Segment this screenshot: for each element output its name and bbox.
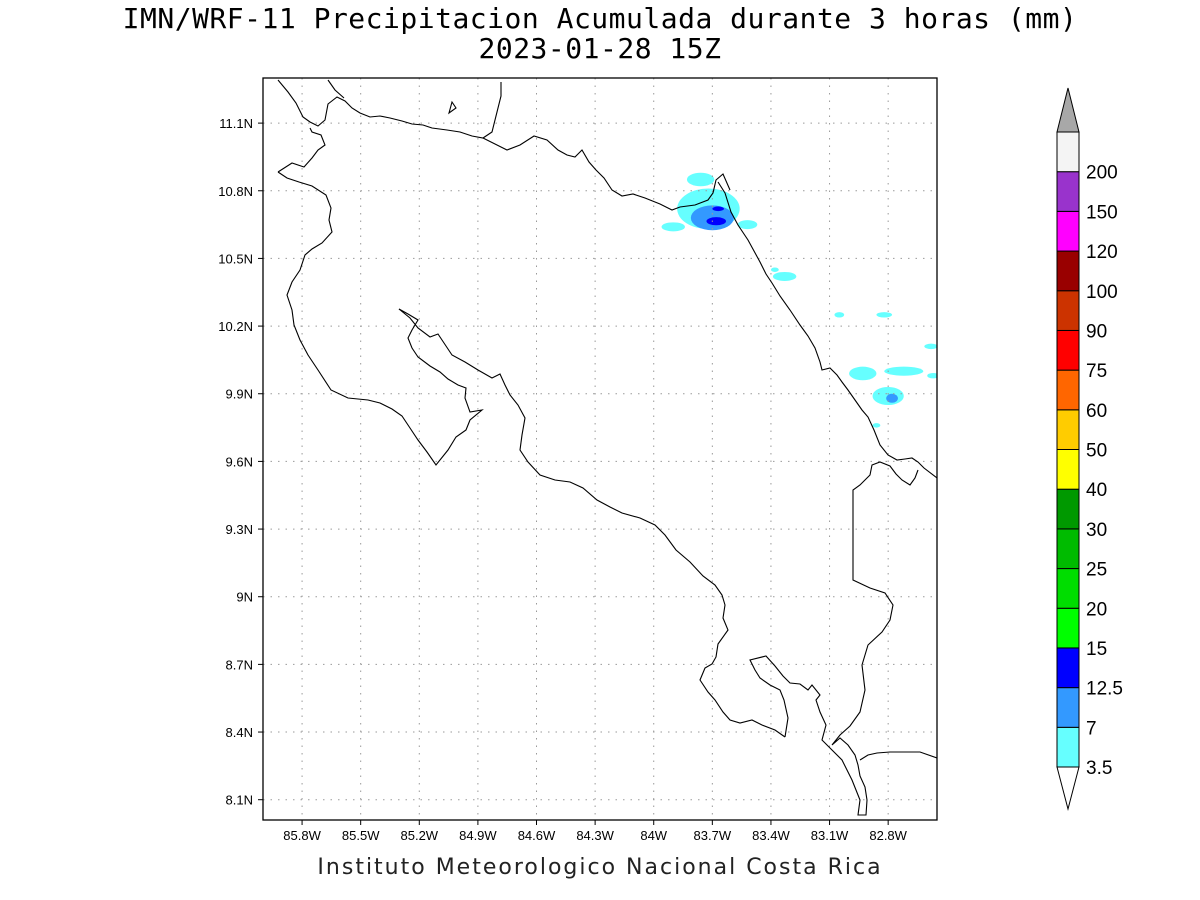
precip-area-3-5 (737, 220, 758, 230)
precip-area-3-5 (686, 172, 715, 187)
lon-tick-label: 85.5W (342, 828, 380, 843)
map-title: IMN/WRF-11 Precipitacion Acumulada duran… (122, 2, 1078, 35)
lon-tick-label: 82.8W (869, 828, 907, 843)
nicoya-peninsula-coast (277, 171, 484, 466)
lon-tick-label: 85.8W (283, 828, 321, 843)
gulf-of-nicoya-coast (398, 308, 786, 738)
precip-area-3-5 (661, 222, 685, 232)
axis-ticks: 85.8W 85.5W 85.2W 84.9W 84.6W 84.3W 84W 83.7W 83… (218, 116, 907, 843)
colorbar-label: 150 (1086, 202, 1118, 223)
lat-tick-label: 10.5N (218, 251, 253, 266)
lat-tick-label: 9.9N (226, 387, 253, 402)
precipitation-layer (661, 172, 937, 428)
precip-area-12-5 (706, 217, 727, 226)
colorbar-swatch (1056, 687, 1080, 728)
colorbar-label: 50 (1086, 441, 1107, 462)
lat-tick-label: 8.1N (226, 793, 253, 808)
nicaragua-border (277, 79, 502, 139)
colorbar: 3.5 7 12.5 15 20 25 30 40 50 60 75 90 100 120 150 200 (1056, 87, 1123, 811)
colorbar-label: 100 (1086, 282, 1118, 303)
lat-tick-label: 9.6N (226, 454, 253, 469)
precip-area-3-5 (927, 372, 937, 379)
precip-area-3-5 (772, 271, 797, 281)
lat-tick-label: 10.8N (218, 184, 253, 199)
lon-tick-label: 84W (640, 828, 667, 843)
precip-area-3-5 (770, 267, 779, 272)
colorbar-swatch (1056, 488, 1080, 530)
lake-island (448, 100, 457, 115)
map-background (263, 78, 937, 820)
precip-area-3-5 (924, 343, 937, 350)
precip-area-3-5 (884, 366, 924, 376)
nicaragua-costa-rica-border (277, 127, 731, 211)
colorbar-swatch (1056, 250, 1080, 292)
lon-tick-label: 83.7W (694, 828, 732, 843)
colorbar-label: 120 (1086, 242, 1118, 263)
colorbar-label: 12.5 (1086, 679, 1123, 700)
colorbar-low-extension (1056, 766, 1080, 811)
colorbar-swatch (1056, 329, 1080, 371)
lon-tick-label: 85.2W (401, 828, 439, 843)
precip-area-3-5 (876, 312, 893, 318)
colorbar-swatch (1056, 369, 1080, 411)
precip-area-3-5 (872, 423, 881, 428)
lon-tick-label: 84.6W (518, 828, 556, 843)
colorbar-label: 3.5 (1086, 758, 1112, 779)
lat-tick-label: 8.4N (226, 725, 253, 740)
colorbar-swatch (1056, 290, 1080, 331)
lon-tick-label: 83.4W (752, 828, 790, 843)
precip-area-12-5 (712, 206, 725, 212)
colorbar-label: 20 (1086, 599, 1107, 620)
lat-tick-label: 11.1N (219, 116, 253, 131)
precip-area-3-5 (849, 366, 877, 381)
colorbar-swatch (1056, 171, 1080, 212)
precip-area-3-5 (834, 312, 845, 318)
map-frame (262, 77, 938, 821)
colorbar-swatch (1056, 409, 1080, 450)
lat-tick-label: 9N (236, 590, 253, 605)
footer-credit: Instituto Meteorologico Nacional Costa R… (317, 855, 883, 880)
colorbar-label: 40 (1086, 480, 1107, 501)
lat-tick-label: 10.2N (218, 319, 253, 334)
lon-tick-label: 84.9W (459, 828, 497, 843)
colorbar-label: 200 (1086, 163, 1118, 184)
colorbar-swatch (1056, 726, 1080, 768)
lat-tick-label: 8.7N (226, 657, 253, 672)
precip-area-7 (886, 393, 898, 403)
lat-tick-label: 9.3N (226, 522, 253, 537)
colorbar-swatch (1056, 131, 1080, 173)
colorbar-label: 25 (1086, 560, 1107, 581)
nicaragua-border (327, 79, 345, 99)
colorbar-swatch (1056, 647, 1080, 689)
osa-peninsula-coast (749, 461, 919, 816)
colorbar-label: 60 (1086, 401, 1107, 422)
colorbar-label: 15 (1086, 639, 1107, 660)
colorbar-swatch (1056, 607, 1080, 649)
colorbar-label: 30 (1086, 520, 1107, 541)
costa-rica-caribbean-coast (717, 181, 937, 479)
panama-coast (859, 751, 937, 761)
colorbar-high-extension (1056, 87, 1080, 133)
lon-tick-label: 84.3W (576, 828, 614, 843)
colorbar-swatch (1056, 449, 1080, 490)
colorbar-swatch (1056, 210, 1080, 252)
colorbar-swatch (1056, 568, 1080, 609)
colorbar-label: 90 (1086, 321, 1107, 342)
lon-tick-label: 83.1W (811, 828, 849, 843)
colorbar-label: 7 (1086, 718, 1097, 739)
coastlines-and-borders (277, 79, 937, 816)
map-valid-time: 2023-01-28 15Z (478, 32, 722, 65)
colorbar-label: 75 (1086, 361, 1107, 382)
colorbar-swatch (1056, 528, 1080, 570)
